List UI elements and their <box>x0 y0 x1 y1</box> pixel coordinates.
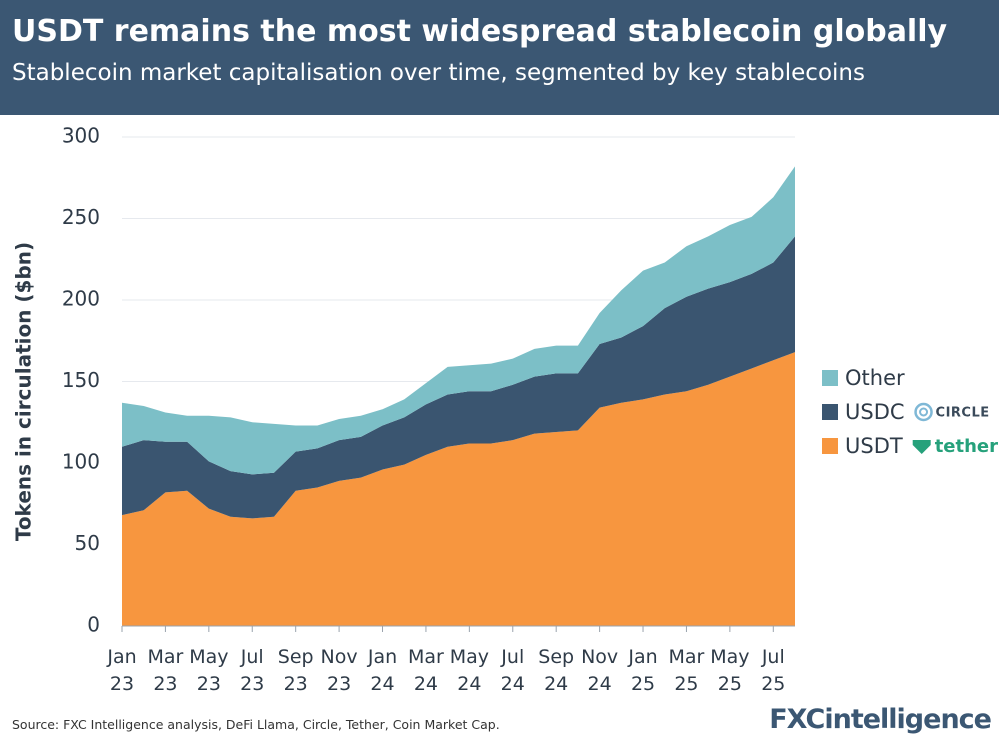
area <box>122 236 795 519</box>
area <box>122 352 795 626</box>
x-tick-label: Sep 24 <box>538 646 575 695</box>
chart-title: USDT remains the most widespread stablec… <box>12 14 948 49</box>
x-tick-label: Jan 25 <box>628 646 658 695</box>
x-tick-label: May 23 <box>189 646 229 695</box>
logo-text: CIRCLE <box>936 406 990 421</box>
x-tick-label: May 24 <box>449 646 489 695</box>
x-tick-label: Jan 23 <box>107 646 137 695</box>
y-tick-label: 250 <box>62 205 100 229</box>
x-tick-label: Jul 24 <box>500 646 525 695</box>
legend-swatch <box>822 370 838 386</box>
header: USDT remains the most widespread stablec… <box>0 0 999 115</box>
logo-icon <box>912 440 931 454</box>
y-tick-label: 150 <box>62 368 100 392</box>
x-tick-label: Sep 23 <box>277 646 314 695</box>
y-axis-title: Tokens in circulation ($bn) <box>12 242 36 541</box>
x-tick-label: Jul 23 <box>240 646 265 695</box>
x-tick-label: Mar 23 <box>147 646 184 695</box>
logo-icon <box>919 407 929 417</box>
x-tick-label: Mar 25 <box>668 646 705 695</box>
y-tick-label: 100 <box>62 450 100 474</box>
legend-swatch <box>822 404 838 420</box>
legend-label: USDC <box>845 400 905 424</box>
y-tick-label: 200 <box>62 287 100 311</box>
x-tick-label: Jul 25 <box>761 646 786 695</box>
x-tick-label: Nov 23 <box>320 646 358 695</box>
legend-swatch <box>822 438 838 454</box>
x-tick-label: Mar 24 <box>407 646 444 695</box>
y-tick-label: 300 <box>62 124 100 148</box>
x-tick-label: Nov 24 <box>581 646 619 695</box>
x-tick-label: May 25 <box>710 646 750 695</box>
logo-icon <box>914 402 933 422</box>
logo-text: tether <box>935 436 998 457</box>
y-tick-label: 0 <box>87 613 100 637</box>
source-note: Source: FXC Intelligence analysis, DeFi … <box>12 717 500 732</box>
y-tick-label: 50 <box>75 531 100 555</box>
x-tick-label: Jan 24 <box>367 646 398 695</box>
chart-subtitle: Stablecoin market capitalisation over ti… <box>12 60 865 86</box>
area <box>122 166 795 475</box>
legend-label: USDT <box>845 434 903 458</box>
legend-label: Other <box>845 366 905 390</box>
brand-logo: FXCintelligence <box>769 704 992 735</box>
